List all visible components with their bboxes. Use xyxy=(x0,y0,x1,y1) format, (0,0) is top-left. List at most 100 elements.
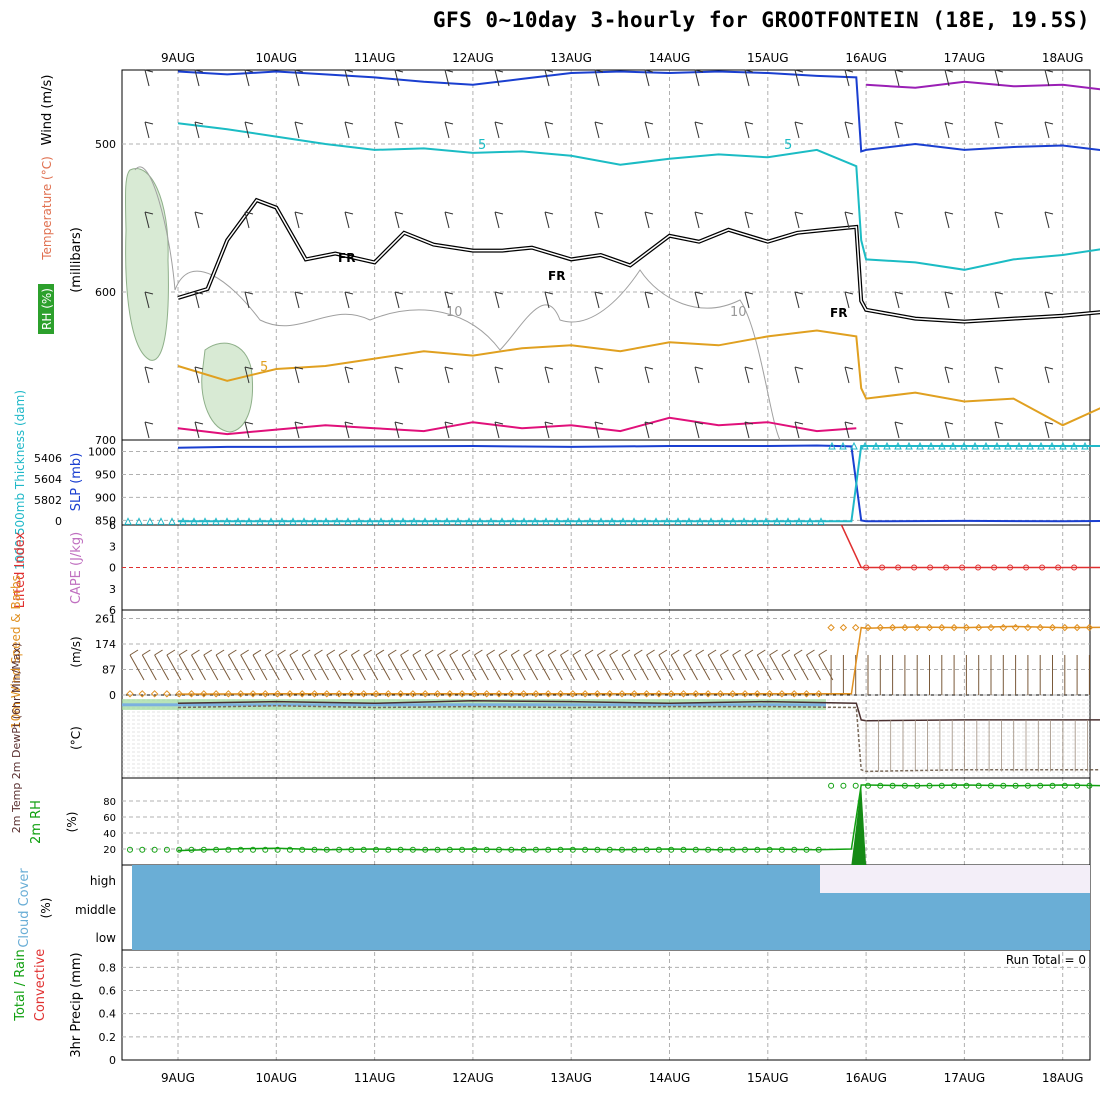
wind-barb xyxy=(344,366,354,370)
li-marker xyxy=(1071,564,1078,571)
series-slp xyxy=(177,444,1100,523)
wind-barb xyxy=(344,291,350,309)
wind-barb-10m xyxy=(178,654,194,681)
thickness-marker xyxy=(1015,441,1023,450)
wind-barb xyxy=(594,211,600,229)
wind-speed-marker xyxy=(692,690,700,698)
date-label-top: 11AUG xyxy=(354,51,396,65)
rh-marker xyxy=(483,846,490,853)
wind-barb xyxy=(294,211,300,229)
rh-marker xyxy=(865,782,871,789)
thickness-marker xyxy=(718,517,726,525)
wind-barb xyxy=(794,121,800,139)
wind-barb xyxy=(794,366,804,370)
wind-barb-10m xyxy=(511,649,520,656)
wind-barb xyxy=(944,211,954,215)
wind-barb xyxy=(844,291,850,309)
wind-barb xyxy=(344,366,350,384)
thickness-marker xyxy=(564,517,572,525)
wind-barb xyxy=(544,121,554,125)
wind-barb xyxy=(894,366,904,370)
thickness-marker xyxy=(443,517,451,525)
rh-marker xyxy=(901,782,908,789)
rh-marker xyxy=(926,782,933,789)
li-marker xyxy=(959,564,966,571)
wind-speed-marker xyxy=(974,623,983,632)
li-marker xyxy=(975,564,982,571)
wind-barb xyxy=(144,421,154,425)
wind-barb xyxy=(194,366,204,370)
wind-speed-marker xyxy=(667,690,675,698)
wind-barb xyxy=(994,211,1004,215)
thickness-marker xyxy=(707,517,715,525)
wind-speed-marker xyxy=(470,690,479,698)
wind-barb xyxy=(694,366,704,370)
wind-barb-10m xyxy=(547,654,563,681)
thickness-marker xyxy=(278,517,286,525)
date-label-top: 16AUG xyxy=(845,51,887,65)
wind-barb-10m xyxy=(227,654,243,681)
date-label-top: 9AUG xyxy=(161,51,195,65)
wind-speed-marker xyxy=(1061,623,1069,632)
wind-barb-10m xyxy=(449,654,465,681)
wind-barb xyxy=(844,121,850,139)
wind-barb xyxy=(494,366,500,384)
date-label-bottom: 14AUG xyxy=(649,1071,691,1085)
rh-marker xyxy=(594,846,601,853)
rh-marker xyxy=(336,846,343,853)
ylabel-precip: 3hr Precip (mm) xyxy=(69,952,84,1057)
rh-marker xyxy=(496,846,502,853)
date-label-top: 12AUG xyxy=(452,51,494,65)
wind-barb xyxy=(994,69,1004,73)
wind-barb-10m xyxy=(289,654,305,681)
ylabel-precip-total: Total / Rain xyxy=(13,949,28,1022)
rh-marker xyxy=(1049,782,1056,789)
wind-barb xyxy=(944,69,950,87)
precip-panel: 0.8 0.6 0.4 0.2 0 Run Total = 0 xyxy=(99,953,1090,1067)
wind-barb xyxy=(844,421,854,425)
wind-barb-10m xyxy=(203,654,219,681)
wind-speed-marker xyxy=(778,690,786,698)
thickness-marker xyxy=(828,441,836,450)
rh-contour-line xyxy=(134,166,781,441)
wind-barb xyxy=(344,211,354,215)
wind-barb xyxy=(194,69,204,73)
ylabel-precip-convective: Convective xyxy=(33,949,48,1022)
ylabel-slp: SLP (mb) xyxy=(69,453,84,512)
wind-barb-10m xyxy=(301,654,317,681)
wind-barb-10m xyxy=(757,649,766,656)
date-label-top: 14AUG xyxy=(649,51,691,65)
wind-barb xyxy=(794,121,804,125)
li-marker xyxy=(943,564,950,571)
thickness-marker xyxy=(762,517,770,525)
freezing-label: FR xyxy=(338,251,355,265)
wind-barb xyxy=(844,211,850,229)
wind-barb xyxy=(694,421,700,439)
contour-label: 10 xyxy=(446,305,463,320)
date-label-bottom: 10AUG xyxy=(256,1071,298,1085)
rh-marker xyxy=(643,846,650,853)
wind-barb xyxy=(944,366,954,370)
thickness-marker xyxy=(366,517,374,525)
wind-barb-10m xyxy=(141,654,157,681)
wind-barb xyxy=(1044,366,1054,370)
rh-marker xyxy=(385,846,392,853)
rh-marker xyxy=(1086,782,1093,789)
li-marker xyxy=(991,564,998,571)
rh-marker xyxy=(348,846,355,853)
vertical-gridlines xyxy=(177,70,1064,1060)
rh-shaded-area xyxy=(201,342,254,433)
wind-barb xyxy=(194,211,200,229)
thickness-marker xyxy=(355,517,363,525)
thickness-marker xyxy=(795,517,803,525)
date-label-bottom: 9AUG xyxy=(161,1071,195,1085)
wind-barb xyxy=(144,211,150,229)
wind-speed-marker xyxy=(544,690,552,698)
wind-barb xyxy=(494,211,504,215)
thickness-marker xyxy=(949,441,957,450)
thickness-marker xyxy=(597,517,605,525)
ytick-wind: 174 xyxy=(95,638,116,651)
thickness-marker xyxy=(850,441,858,450)
wind-barb-10m xyxy=(498,654,514,681)
wind-speed-marker xyxy=(1048,623,1057,632)
